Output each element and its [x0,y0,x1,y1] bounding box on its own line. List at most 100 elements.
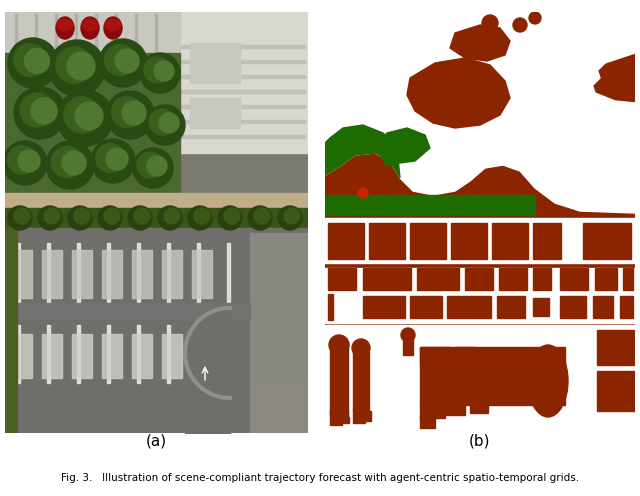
Bar [497,296,525,318]
Bar [137,325,140,383]
Circle shape [106,148,128,170]
Bar [47,243,49,303]
Bar [132,250,152,298]
Bar [5,228,308,433]
Bar [132,334,152,378]
Bar [533,223,561,259]
Bar [330,410,348,418]
Bar [420,347,565,405]
Bar [5,228,17,433]
Bar [197,325,200,383]
Circle shape [74,208,90,224]
Bar [77,325,79,383]
Bar [192,334,212,378]
Bar [420,416,435,428]
Circle shape [24,49,49,73]
Circle shape [401,328,415,342]
Bar [167,243,170,303]
Bar [107,325,109,383]
Circle shape [149,109,175,135]
Text: (b): (b) [469,434,491,448]
Circle shape [218,206,242,230]
Bar [180,90,305,93]
Circle shape [38,206,62,230]
Circle shape [188,206,212,230]
Circle shape [14,208,30,224]
Bar [180,75,305,78]
Bar [197,243,200,303]
Circle shape [147,156,167,176]
Bar [455,347,475,361]
Circle shape [49,40,105,96]
Bar [465,268,493,290]
Bar [417,268,459,290]
Circle shape [164,208,180,224]
Bar [328,223,364,259]
Bar [155,14,157,51]
Ellipse shape [56,17,74,39]
Circle shape [68,206,92,230]
Bar [42,250,62,298]
Ellipse shape [81,17,99,39]
Bar [192,250,212,298]
Circle shape [64,97,100,133]
Bar [180,135,305,138]
Bar [17,243,19,303]
Bar [72,334,92,378]
Circle shape [115,49,139,73]
Bar [190,43,240,83]
Bar [162,334,182,378]
Circle shape [111,96,143,127]
Bar [325,325,635,433]
Polygon shape [325,12,635,181]
Bar [15,14,17,51]
Circle shape [513,18,527,32]
Circle shape [8,206,32,230]
Bar [227,243,230,303]
Bar [330,417,342,425]
Circle shape [104,208,120,224]
Bar [107,243,109,303]
Text: (a): (a) [146,434,167,448]
Bar [447,296,491,318]
Circle shape [134,208,150,224]
Bar [77,243,79,303]
Circle shape [13,44,46,76]
Bar [325,268,635,323]
Bar [560,268,588,290]
Bar [102,334,122,378]
Bar [5,208,308,228]
Bar [597,330,635,365]
Circle shape [46,141,94,189]
Bar [533,268,551,290]
Bar [369,223,405,259]
Bar [325,197,525,213]
Circle shape [8,38,58,88]
Circle shape [224,208,240,224]
Bar [12,334,32,378]
Bar [5,53,180,193]
Circle shape [91,139,135,183]
Bar [250,383,308,433]
Bar [5,193,308,208]
Bar [325,218,635,263]
Bar [560,296,586,318]
Circle shape [67,52,95,80]
Bar [533,298,549,316]
Circle shape [140,53,180,93]
Bar [353,351,369,411]
Circle shape [154,61,174,81]
Circle shape [31,98,57,124]
Circle shape [248,206,272,230]
Bar [499,268,527,290]
Bar [595,268,617,290]
Bar [180,45,305,48]
Bar [620,296,633,318]
Bar [403,335,413,355]
Bar [353,409,365,423]
Bar [12,250,32,298]
Circle shape [99,39,147,87]
Bar [47,325,49,383]
Ellipse shape [104,17,122,39]
Circle shape [352,339,370,357]
